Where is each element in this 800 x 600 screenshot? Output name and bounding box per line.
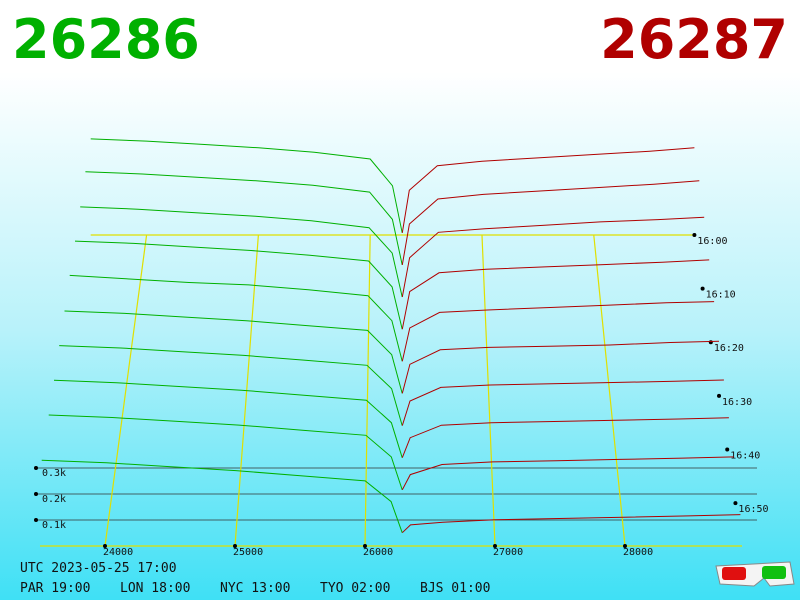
bid-depth-line	[59, 345, 403, 426]
utc-time: UTC 2023-05-25 17:00	[20, 561, 177, 576]
bid-depth-line	[41, 459, 403, 533]
bid-depth-line	[80, 206, 403, 298]
time-tick	[725, 447, 730, 452]
time-tick-label: 16:40	[730, 450, 760, 461]
time-tick	[708, 340, 713, 345]
depth-tick-label: 0.3k	[42, 468, 66, 479]
bid-depth-line	[69, 274, 403, 362]
depth-tick	[34, 518, 38, 522]
price-grid-line	[364, 234, 371, 547]
ask-depth-line	[401, 379, 724, 426]
bid-depth-line	[48, 414, 403, 490]
ask-depth-line	[401, 456, 734, 491]
bid-depth-line	[90, 138, 403, 233]
price-grid-line	[104, 234, 148, 547]
depth-tick-label: 0.1k	[42, 520, 66, 531]
ask-depth-line	[401, 259, 710, 330]
ask-depth-line	[401, 514, 741, 534]
time-tick-label: 16:30	[722, 397, 752, 408]
ask-depth-line	[401, 301, 715, 362]
city-clock: BJS 01:00	[420, 581, 490, 596]
price-tick	[623, 544, 627, 548]
time-tick-label: 16:20	[714, 343, 744, 354]
depth-tick-label: 0.2k	[42, 494, 66, 505]
price-tick	[363, 544, 367, 548]
time-tick	[717, 393, 722, 398]
bid-depth-line	[74, 240, 403, 330]
city-clock: TYO 02:00	[320, 581, 390, 596]
ask-depth-line	[401, 216, 705, 298]
bid-price: 26286	[12, 8, 200, 71]
city-clock: LON 18:00	[120, 581, 190, 596]
price-tick-label: 26000	[363, 547, 393, 558]
price-tick-label: 24000	[103, 547, 133, 558]
time-tick	[733, 501, 738, 506]
depth-tick	[34, 492, 38, 496]
grid: 0.1k 0.2k 0.3k 24000 25000 26000 27000 28000 16:…	[34, 233, 769, 558]
city-clock: NYC 13:00	[220, 581, 290, 596]
glasses-icon[interactable]	[715, 561, 795, 587]
depth-tick	[34, 466, 38, 470]
time-tick-label: 16:00	[697, 236, 727, 247]
city-clock: PAR 19:00	[20, 581, 90, 596]
bid-depth-line	[64, 310, 403, 394]
price-grid-line	[593, 234, 626, 547]
time-tick	[700, 286, 705, 291]
ask-price: 26287	[600, 8, 788, 71]
price-tick-label: 25000	[233, 547, 263, 558]
price-tick-label: 28000	[623, 547, 653, 558]
ask-depth-line	[401, 417, 729, 458]
price-tick-label: 27000	[493, 547, 523, 558]
ask-depth-line	[401, 180, 700, 265]
price-grid-line	[481, 234, 496, 547]
bid-depth-line	[85, 171, 403, 266]
time-tick-label: 16:50	[738, 504, 768, 515]
ask-depth-line	[401, 147, 695, 233]
bid-depth-line	[53, 379, 403, 458]
price-tick	[103, 544, 107, 548]
depth-layers	[41, 138, 741, 534]
price-tick	[493, 544, 497, 548]
time-tick	[692, 233, 697, 237]
time-tick-label: 16:10	[706, 290, 736, 301]
ask-depth-line	[401, 340, 720, 394]
price-tick	[233, 544, 237, 548]
